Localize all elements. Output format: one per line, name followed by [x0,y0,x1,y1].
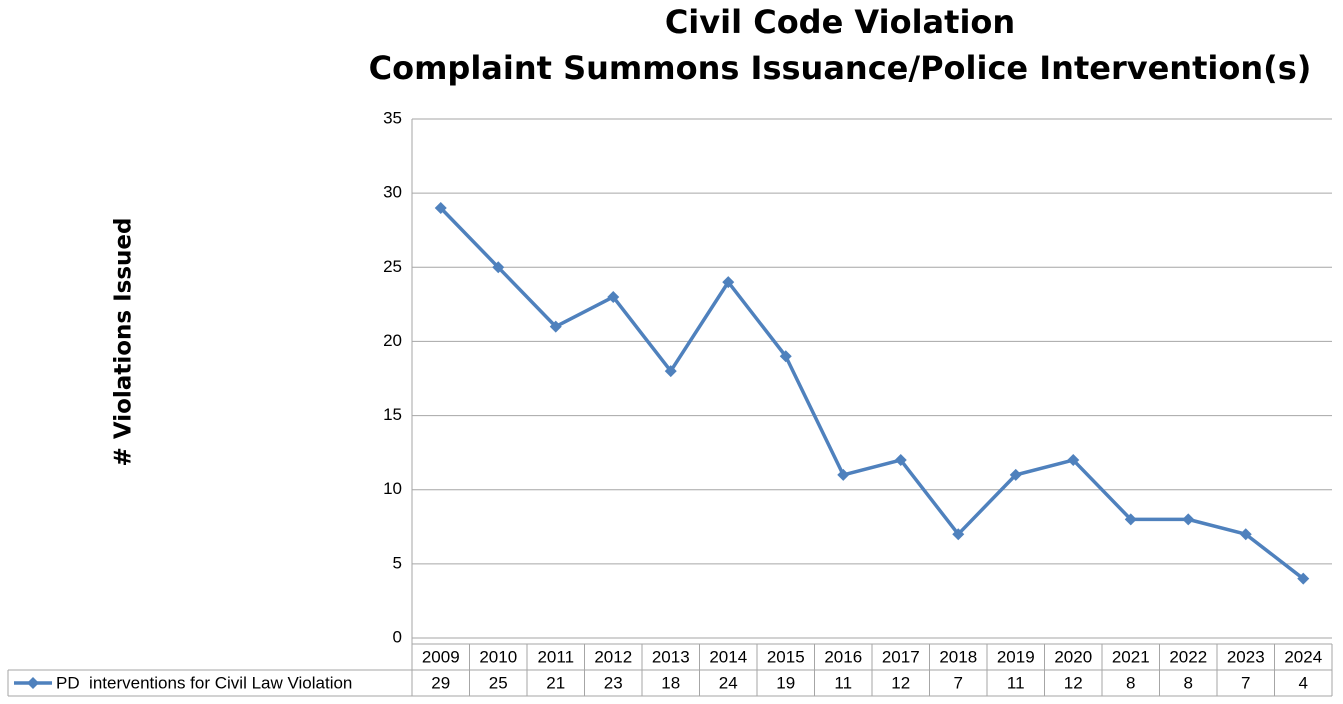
x-tick-label: 2015 [767,647,805,666]
legend-label: PD interventions for Civil Law Violation [56,673,352,692]
table-value: 21 [546,673,565,692]
table-value: 12 [891,673,910,692]
marker [607,290,620,303]
table-value: 18 [661,673,680,692]
series-line [439,206,1305,581]
y-tick-label: 35 [383,108,402,127]
table-value: 8 [1126,673,1135,692]
marker [1182,513,1195,526]
marker [837,468,850,481]
table-value: 11 [1007,673,1025,692]
table-value: 12 [1064,673,1083,692]
x-tick-label: 2011 [537,647,574,666]
x-tick-label: 2014 [709,647,747,666]
marker [492,261,505,274]
marker [952,528,965,541]
y-tick-label: 15 [383,405,402,424]
table-value: 24 [719,673,738,692]
y-tick-label: 0 [393,627,402,646]
table-value: 23 [604,673,623,692]
x-tick-label: 2020 [1054,647,1092,666]
x-tick-label: 2013 [652,647,690,666]
x-tick-label: 2012 [594,647,632,666]
x-tick-label: 2018 [939,647,977,666]
marker [722,276,735,289]
x-tick-label: 2017 [882,647,920,666]
marker [549,320,562,333]
marker [1067,454,1080,467]
legend-marker [27,677,39,689]
y-axis-label: # Violations Issued [111,218,137,467]
x-tick-label: 2019 [997,647,1035,666]
x-tick-label: 2021 [1112,647,1150,666]
table-value: 7 [954,673,963,692]
x-tick-label: 2009 [422,647,460,666]
table-value: 4 [1299,673,1308,692]
chart-title: Complaint Summons Issuance/Police Interv… [369,49,1312,87]
y-tick-label: 30 [383,183,402,202]
table-value: 7 [1241,673,1250,692]
chart-title: Civil Code Violation [665,3,1015,41]
marker [434,201,447,214]
marker [1124,513,1137,526]
y-tick-label: 20 [383,331,402,350]
x-tick-label: 2010 [479,647,517,666]
marker [1009,468,1022,481]
table-value: 29 [431,673,450,692]
table-value: 19 [776,673,795,692]
marker [779,350,792,363]
marker [1297,572,1310,585]
y-tick-label: 25 [383,257,402,276]
y-tick-label: 5 [393,553,402,572]
x-tick-label: 2022 [1169,647,1207,666]
marker [894,454,907,467]
x-tick-label: 2016 [824,647,862,666]
x-tick-label: 2023 [1227,647,1265,666]
marker [1239,528,1252,541]
marker [664,365,677,378]
x-tick-label: 2024 [1284,647,1322,666]
y-tick-label: 10 [383,479,402,498]
table-value: 8 [1184,673,1193,692]
table-value: 25 [489,673,508,692]
table-value: 11 [834,673,852,692]
